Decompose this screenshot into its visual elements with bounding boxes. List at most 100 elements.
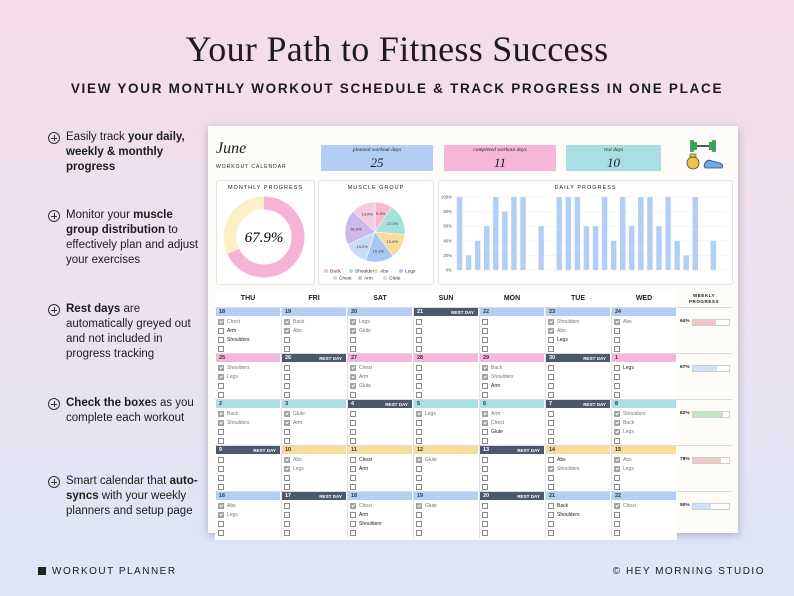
- y-tick-label: 60%: [443, 224, 452, 229]
- bar: [502, 211, 508, 270]
- day-number: 8: [615, 401, 619, 407]
- pie-label: 18.9%: [350, 226, 362, 231]
- workout-label: Legs: [623, 365, 634, 371]
- feature-text: Check the boxes as you complete each wor…: [66, 396, 202, 426]
- checkbox: [350, 438, 356, 444]
- checkbox: [350, 420, 356, 426]
- day-header: 25: [216, 354, 280, 362]
- workout-label: Abs: [557, 457, 566, 463]
- workout-label: Arm: [359, 374, 369, 380]
- checkbox: [482, 475, 488, 481]
- feature-icon: [48, 476, 60, 488]
- feature-text: Easily track your daily, weekly & monthl…: [66, 130, 202, 175]
- feature-icon-plus: [53, 401, 55, 407]
- checkbox: [284, 365, 290, 371]
- checkbox: [350, 466, 356, 472]
- day-number: 22: [615, 493, 622, 499]
- day-header: 17 REST DAY: [282, 492, 346, 500]
- checkbox: [284, 420, 290, 426]
- workout-label: Shoulders: [227, 337, 250, 343]
- checkbox: [416, 475, 422, 481]
- feature-segment: muscle group distribution: [66, 209, 173, 236]
- checkbox: [350, 475, 356, 481]
- bar: [683, 255, 689, 270]
- workout-label: Back: [227, 411, 239, 417]
- day-header: 5: [414, 400, 478, 408]
- checkbox: [548, 530, 554, 536]
- weekly-progress-title: WEEKLY PROGRESS: [688, 293, 720, 304]
- day-number: 27: [351, 355, 358, 361]
- day-number: 23: [549, 309, 556, 315]
- day-header: 21: [546, 492, 610, 500]
- checkbox: [218, 365, 224, 371]
- rest-label: REST DAY: [517, 447, 540, 453]
- row-line: [215, 445, 732, 446]
- legend-label: Arm: [364, 276, 373, 282]
- sheet-icons: [686, 140, 724, 170]
- checkbox: [218, 346, 224, 352]
- feature-segment: Rest days: [66, 303, 121, 315]
- footer-right: © HEY MORNING STUDIO: [612, 566, 765, 577]
- checkbox: [548, 429, 554, 435]
- stat-label: completed workout days: [473, 147, 527, 153]
- checkbox: [416, 530, 422, 536]
- day-header: 19: [414, 492, 478, 500]
- weekly-progress-track: [692, 457, 730, 464]
- checkbox: [350, 411, 356, 417]
- workout-label: Glute: [425, 457, 437, 463]
- checkbox: [482, 337, 488, 343]
- feature-icon: [48, 210, 60, 222]
- bar: [565, 197, 572, 270]
- workout-label: Arm: [359, 466, 369, 472]
- workout-label: Abs: [227, 503, 236, 509]
- bar: [474, 240, 481, 270]
- workout-label: Abs: [293, 457, 302, 463]
- day-header: 11: [348, 446, 412, 454]
- panel-title: MONTHLY PROGRESS: [227, 185, 304, 191]
- workout-label: Shoulders: [557, 466, 580, 472]
- y-tick-label: 40%: [443, 238, 452, 243]
- bar: [629, 226, 635, 270]
- checkbox: [350, 512, 356, 518]
- feature-segment: Smart calendar that: [66, 475, 170, 487]
- day-header: 4 REST DAY: [348, 400, 412, 408]
- bar: [556, 197, 562, 270]
- day-number: 14: [549, 447, 556, 453]
- workout-label: Arm: [491, 411, 501, 417]
- checkbox: [284, 374, 290, 380]
- weekly-progress-label: 67%: [680, 365, 690, 370]
- checkbox: [548, 328, 554, 334]
- day-header: 1: [612, 354, 676, 362]
- checkbox: [416, 383, 422, 389]
- checkbox: [482, 365, 488, 371]
- day-number: 16: [219, 493, 226, 499]
- checkbox: [350, 346, 356, 352]
- day-number: 9: [219, 447, 223, 453]
- workout-label: Arm: [293, 420, 303, 426]
- workout-label: Legs: [623, 429, 634, 435]
- day-number: 24: [615, 309, 622, 315]
- bar: [656, 226, 662, 270]
- checkbox: [218, 457, 224, 463]
- checkbox: [218, 337, 224, 343]
- weekly-progress-track: [692, 319, 730, 326]
- checkbox: [218, 328, 224, 334]
- feature-segment: auto-syncs: [66, 475, 198, 502]
- checkbox: [284, 392, 290, 398]
- bar: [620, 197, 626, 270]
- bar: [538, 226, 544, 270]
- checkbox: [416, 429, 422, 435]
- checkbox: [482, 521, 488, 527]
- workout-label: Chest: [359, 365, 373, 371]
- checkbox: [614, 503, 620, 509]
- legend-swatch: [349, 269, 353, 273]
- day-number: 1: [615, 355, 619, 361]
- workout-label: Shoulders: [227, 420, 250, 426]
- row-line: [215, 491, 732, 492]
- feature-segment: Easily track: [66, 131, 128, 143]
- checkbox: [284, 328, 290, 334]
- sheet-label: WORKOUT CALENDAR: [216, 164, 287, 170]
- checkbox: [218, 484, 224, 490]
- bar: [520, 197, 526, 270]
- checkbox: [350, 503, 356, 509]
